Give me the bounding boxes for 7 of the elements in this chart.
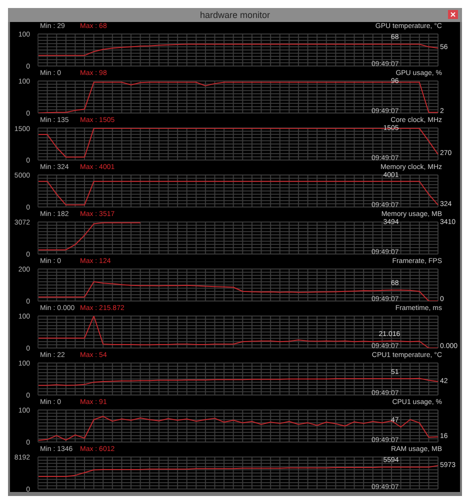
line-series (38, 222, 141, 250)
line-series (38, 378, 438, 386)
line-series (38, 82, 438, 113)
line-series (38, 44, 438, 56)
line-series (38, 465, 438, 477)
chart-subtitle: hardware monitor (200, 10, 270, 20)
line-series (38, 316, 438, 348)
